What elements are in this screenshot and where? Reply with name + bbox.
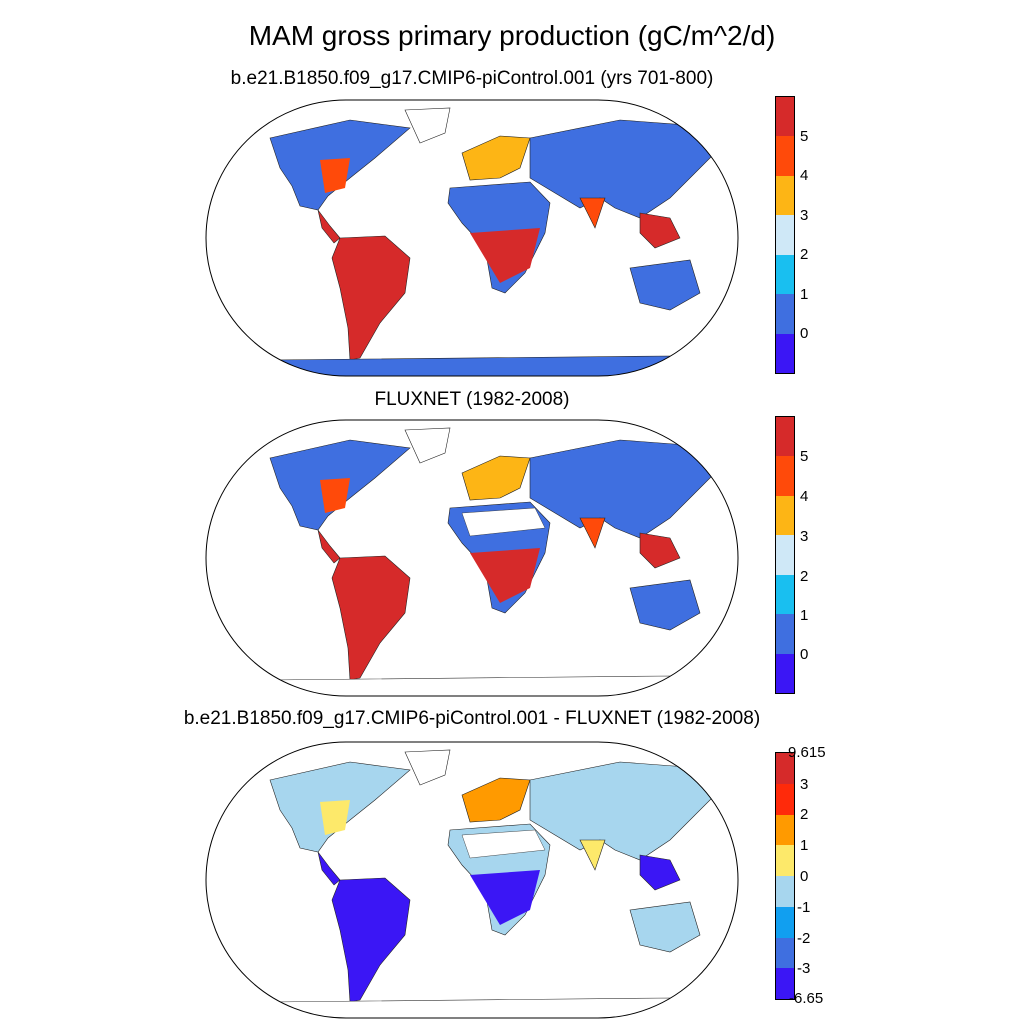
colorbar-swatch	[776, 136, 794, 176]
seAsia-region	[639, 854, 681, 891]
australia-region	[629, 901, 701, 953]
antarctica-region	[238, 355, 701, 376]
india-region	[579, 517, 606, 549]
india-region	[579, 839, 606, 871]
colorbar-swatch	[776, 535, 794, 575]
colorbar-swatch	[776, 845, 794, 876]
model-gpp-map	[205, 99, 739, 377]
greenland-region	[404, 749, 451, 786]
colorbar-swatch	[776, 783, 794, 815]
colorbar-swatch	[776, 653, 794, 693]
europe-region	[461, 135, 531, 181]
colorbar-swatch	[776, 97, 794, 137]
cb3-label: -2	[797, 930, 811, 947]
fluxnet-gpp-map	[205, 419, 739, 697]
colorbar-swatch	[776, 456, 794, 496]
seAsia-region	[639, 532, 681, 569]
centralAm-region	[317, 851, 341, 886]
cb1-label: 4	[800, 167, 809, 184]
cb3-label: -3	[797, 960, 811, 977]
map-frame	[205, 419, 739, 697]
panel-3-colorbar	[775, 752, 795, 1000]
panel-1-colorbar	[775, 96, 795, 374]
central-africa-region	[470, 228, 540, 283]
colorbar-swatch	[776, 215, 794, 255]
cb2-label: 2	[800, 568, 809, 585]
colorbar-swatch	[776, 254, 794, 295]
antarctica-outline	[238, 675, 701, 696]
figure-title: MAM gross primary production (gC/m^2/d)	[248, 20, 776, 51]
colorbar-swatch	[776, 333, 794, 373]
india-region	[579, 197, 606, 229]
southAmerica-region	[331, 877, 411, 1003]
cb1-label: 3	[800, 207, 809, 224]
colorbar-swatch	[776, 294, 794, 334]
centralAm-region	[317, 209, 341, 244]
central-africa-region	[470, 870, 540, 925]
colorbar-swatch	[776, 175, 794, 216]
centralAm-region	[317, 529, 341, 564]
australia-region	[629, 579, 701, 631]
cb2-label: 5	[800, 448, 809, 465]
southAmerica-region	[331, 555, 411, 681]
seAsia-region	[639, 212, 681, 249]
east-us-region	[320, 800, 350, 835]
cb2-label: 0	[800, 646, 809, 663]
cb1-label: 1	[800, 286, 809, 303]
cb1-label: 0	[800, 325, 809, 342]
colorbar-swatch	[776, 574, 794, 615]
panel-1-title: b.e21.B1850.f09_g17.CMIP6-piControl.001 …	[230, 68, 714, 89]
australia-region	[629, 259, 701, 311]
colorbar-swatch	[776, 937, 794, 969]
sahara-region	[461, 829, 546, 859]
colorbar-swatch	[776, 814, 794, 846]
cb3-label: 1	[800, 837, 809, 854]
colorbar-swatch	[776, 417, 794, 457]
sahara-region	[461, 507, 546, 537]
colorbar-swatch	[776, 495, 794, 536]
cb2-label: 3	[800, 528, 809, 545]
cb2-label: 4	[800, 488, 809, 505]
panel-2-colorbar	[775, 416, 795, 694]
colorbar-swatch	[776, 906, 794, 938]
antarctica-outline	[238, 997, 701, 1018]
cb3-label: 2	[800, 806, 809, 823]
map-frame	[205, 741, 739, 1019]
cb3-label: -6.65	[789, 990, 824, 1007]
colorbar-swatch	[776, 753, 794, 784]
europe-region	[461, 455, 531, 501]
southAmerica-region	[331, 235, 411, 361]
panel-3-title: b.e21.B1850.f09_g17.CMIP6-piControl.001 …	[183, 708, 761, 729]
cb3-label: -1	[797, 899, 811, 916]
greenland-region	[404, 107, 451, 144]
central-africa-region	[470, 548, 540, 603]
colorbar-swatch	[776, 876, 794, 907]
cb1-label: 5	[800, 128, 809, 145]
greenland-region	[404, 427, 451, 464]
cb3-label: 3	[800, 776, 809, 793]
cb2-label: 1	[800, 607, 809, 624]
map-frame	[205, 99, 739, 377]
panel-2-title: FLUXNET (1982-2008)	[374, 389, 570, 410]
east-us-region	[320, 478, 350, 513]
europe-region	[461, 777, 531, 823]
colorbar-swatch	[776, 968, 794, 999]
difference-gpp-map	[205, 741, 739, 1019]
east-us-region	[320, 158, 350, 193]
cb3-label: 0	[800, 868, 809, 885]
colorbar-swatch	[776, 614, 794, 654]
cb1-label: 2	[800, 246, 809, 263]
cb3-label: 9.615	[788, 744, 826, 761]
